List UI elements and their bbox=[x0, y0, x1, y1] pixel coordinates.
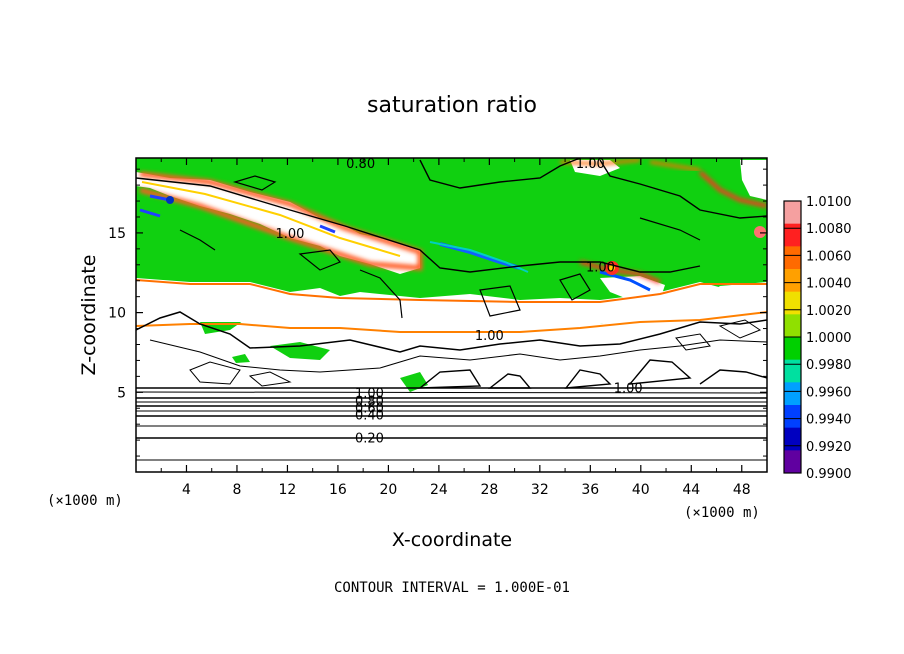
contour-label: 0.80 bbox=[346, 157, 375, 172]
colorbar-label: 1.0000 bbox=[806, 331, 852, 346]
colorbar-label: 0.9960 bbox=[806, 385, 852, 400]
colorbar-label: 0.9940 bbox=[806, 413, 852, 428]
colorbar-swatch bbox=[784, 314, 801, 338]
plot-frame bbox=[135, 157, 768, 473]
moisture-edge-right bbox=[579, 170, 767, 284]
colorbar-swatch bbox=[784, 223, 801, 247]
colorbar-swatch bbox=[784, 450, 801, 474]
moisture-edge-band-top bbox=[136, 279, 767, 303]
x-tick-label: 16 bbox=[329, 482, 347, 498]
moist-spot-pink bbox=[754, 226, 766, 238]
contour-upper-5 bbox=[179, 217, 701, 319]
x-tick-label: 36 bbox=[581, 482, 599, 498]
colorbar-label: 1.0060 bbox=[806, 249, 852, 264]
contour-upper-3 bbox=[599, 159, 767, 219]
contour-upper-4 bbox=[232, 175, 591, 317]
colorbar-swatch bbox=[784, 359, 801, 383]
dry-spot bbox=[166, 196, 174, 204]
x-tick-label: 8 bbox=[232, 482, 241, 498]
colorbar-label: 1.0100 bbox=[806, 195, 852, 210]
colorbar-swatch bbox=[784, 405, 801, 429]
contour-isoline-0.90 bbox=[136, 391, 767, 394]
x-tick-label: 32 bbox=[531, 482, 549, 498]
green-lower-patch-2 bbox=[232, 354, 250, 363]
x-tick-label: 40 bbox=[632, 482, 650, 498]
white-band bbox=[136, 278, 767, 330]
x-unit-label-left: (×1000 m) bbox=[47, 493, 123, 509]
moisture-edge-band-bottom bbox=[136, 311, 767, 333]
contour-cells-2 bbox=[189, 319, 762, 387]
x-unit-label-right: (×1000 m) bbox=[684, 505, 760, 521]
contour-upper-2 bbox=[419, 158, 581, 189]
white-blob-right-mid bbox=[600, 276, 665, 300]
y-axis-label: Z-coordinate bbox=[78, 255, 100, 376]
moist-spot-orange bbox=[609, 265, 615, 271]
contour-cells bbox=[417, 359, 767, 389]
x-tick-label: 24 bbox=[430, 482, 448, 498]
saturation-field bbox=[136, 158, 767, 392]
x-tick-label: 12 bbox=[279, 482, 297, 498]
y-tick-label: 10 bbox=[108, 306, 126, 322]
white-wedge-upper-left bbox=[136, 172, 420, 274]
contour-label: 0.60 bbox=[355, 401, 384, 416]
x-tick-label: 28 bbox=[480, 482, 498, 498]
contour-white-band-2 bbox=[149, 339, 767, 373]
colorbar: 1.0100 1.0080 1.0060 1.0040 1.0020 1.0000 0.99… bbox=[783, 195, 852, 482]
x-axis-label: X-coordinate bbox=[392, 529, 512, 551]
moisture-edge-top bbox=[559, 158, 701, 172]
contour-white-band bbox=[136, 311, 767, 353]
colorbar-swatch bbox=[784, 427, 801, 451]
contour-label: 1.00 bbox=[475, 329, 504, 344]
colorbar-swatch bbox=[784, 201, 801, 225]
contour-label: 0.80 bbox=[355, 394, 384, 409]
x-tick-label: 4 bbox=[182, 482, 191, 498]
colorbar-label: 0.9980 bbox=[806, 358, 852, 373]
colorbar-label: 1.0020 bbox=[806, 304, 852, 319]
y-tick-label: 15 bbox=[108, 226, 126, 242]
colorbar-label: 1.0040 bbox=[806, 277, 852, 292]
x-tick-label: 48 bbox=[733, 482, 751, 498]
plot-area: 0.200.400.600.801.00 1.001.001.001.000.80… bbox=[108, 157, 768, 498]
colorbar-swatch bbox=[784, 269, 801, 293]
contour-interval-note: CONTOUR INTERVAL = 1.000E-01 bbox=[334, 580, 570, 596]
contour-labels: 0.200.400.600.801.00 1.001.001.001.000.80… bbox=[275, 157, 642, 447]
contour-lines bbox=[136, 158, 767, 461]
x-tick-label: 44 bbox=[682, 482, 700, 498]
white-blob-right bbox=[740, 160, 767, 200]
y-tick-label: 5 bbox=[117, 385, 126, 401]
moisture-edge-upper-left bbox=[139, 171, 423, 271]
moisture-edge-upper-left-inner bbox=[141, 181, 401, 257]
colorbar-swatch bbox=[784, 246, 801, 270]
contour-band-upper bbox=[136, 177, 701, 273]
colorbar-swatch bbox=[784, 291, 801, 315]
contour-label: 0.20 bbox=[355, 432, 384, 447]
chart-title: saturation ratio bbox=[367, 93, 537, 118]
colorbar-label: 0.9900 bbox=[806, 467, 852, 482]
contour-label: 1.00 bbox=[614, 382, 643, 397]
colorbar-label: 0.9920 bbox=[806, 440, 852, 455]
contour-label: 1.00 bbox=[275, 227, 304, 242]
colorbar-label: 1.0080 bbox=[806, 222, 852, 237]
contour-label: 1.00 bbox=[355, 386, 384, 401]
colorbar-swatch bbox=[784, 337, 801, 361]
contour-label: 0.40 bbox=[355, 409, 384, 424]
contour-label: 1.00 bbox=[586, 260, 615, 275]
x-tick-label: 20 bbox=[379, 482, 397, 498]
colorbar-swatch bbox=[784, 382, 801, 406]
